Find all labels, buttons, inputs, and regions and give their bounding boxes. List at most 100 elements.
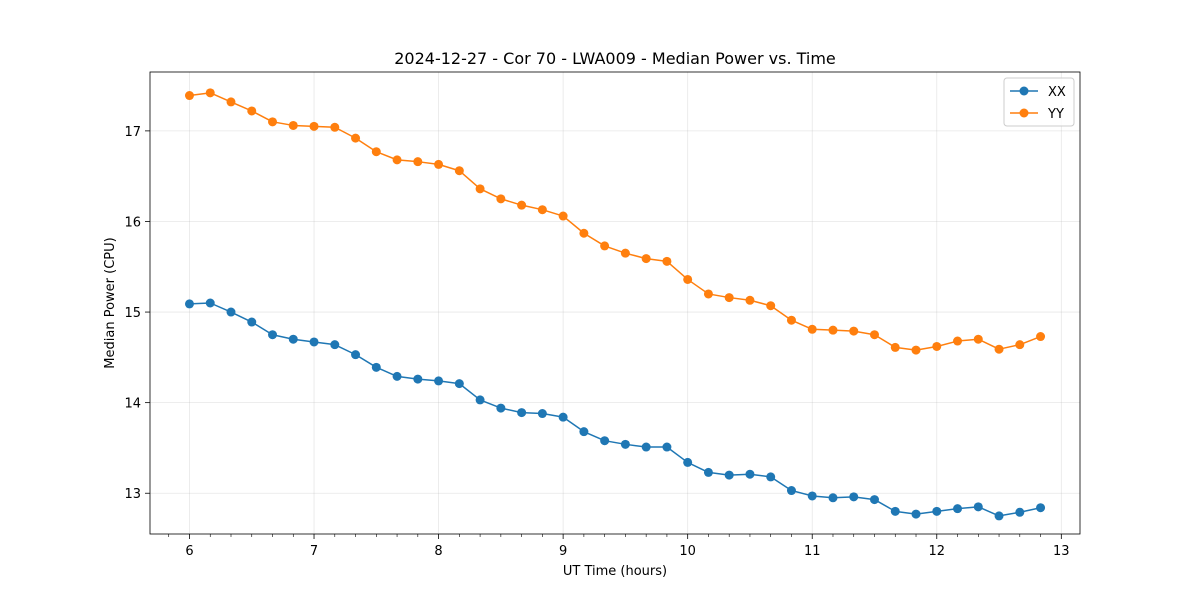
data-point-xx [973,502,983,512]
data-point-xx [226,307,236,317]
x-tick-label: 6 [185,544,193,559]
data-point-xx [932,506,942,516]
data-point-xx [558,412,568,422]
data-point-yy [371,147,381,157]
data-point-xx [911,509,921,519]
data-point-xx [849,492,859,502]
data-point-yy [184,91,194,101]
x-tick-label: 12 [928,544,945,559]
y-axis-label: Median Power (CPU) [103,237,118,368]
data-point-xx [205,298,215,308]
plot-frame [149,71,1081,535]
data-point-yy [351,133,361,143]
data-point-xx [703,467,713,477]
data-point-yy [953,336,963,346]
data-point-xx [1036,503,1046,513]
data-point-xx [330,340,340,350]
data-point-xx [496,403,506,413]
data-point-yy [268,117,278,127]
data-point-yy [724,293,734,303]
data-point-xx [184,299,194,309]
data-point-yy [434,159,444,169]
data-point-yy [288,120,298,130]
data-point-yy [247,106,257,116]
data-point-yy [558,211,568,221]
axes-layer: 6 7 8 9 10 11 12 13 13 14 15 16 17 [124,71,1081,559]
data-point-xx [268,330,278,340]
legend-label-xx: XX [1048,85,1066,100]
data-point-xx [890,506,900,516]
legend-label-yy: YY [1047,107,1064,122]
x-axis-label: UT Time (hours) [563,564,667,579]
chart-title: 2024-12-27 - Cor 70 - LWA009 - Median Po… [394,49,836,68]
data-point-yy [807,324,817,334]
data-point-yy [869,330,879,340]
data-point-yy [413,157,423,167]
data-point-xx [953,504,963,514]
data-point-yy [517,200,527,210]
x-tick-label: 7 [310,544,318,559]
data-point-yy [330,122,340,132]
data-point-yy [600,241,610,251]
data-point-xx [828,493,838,503]
data-point-yy [205,88,215,98]
x-tick-label: 10 [679,544,696,559]
y-tick-label: 17 [124,125,141,140]
data-point-yy [828,325,838,335]
data-point-yy [932,341,942,351]
y-tick-label: 15 [124,306,141,321]
data-point-yy [973,334,983,344]
data-point-xx [683,457,693,467]
data-point-yy [745,295,755,305]
data-point-xx [1015,507,1025,517]
data-point-yy [454,166,464,176]
data-point-xx [351,350,361,360]
data-point-xx [745,469,755,479]
data-point-xx [537,409,547,419]
data-point-xx [517,408,527,418]
data-point-xx [766,472,776,482]
data-point-xx [786,486,796,496]
data-point-yy [703,289,713,299]
series-layer [184,88,1046,521]
data-point-xx [994,511,1004,521]
data-point-yy [496,194,506,204]
data-point-xx [662,442,672,452]
y-tick-label: 16 [124,215,141,230]
y-tick-label: 13 [124,487,141,502]
data-point-xx [475,395,485,405]
data-point-yy [309,121,319,131]
data-point-yy [537,205,547,215]
data-point-xx [579,427,589,437]
legend-marker-yy [1019,108,1029,118]
legend-marker-xx [1019,86,1029,96]
data-point-xx [620,439,630,449]
data-point-xx [392,371,402,381]
data-point-yy [911,345,921,355]
data-point-yy [766,301,776,311]
data-point-xx [724,470,734,480]
data-point-xx [288,334,298,344]
data-point-xx [371,362,381,372]
data-point-yy [849,326,859,336]
x-tick-label: 9 [559,544,567,559]
data-point-yy [662,256,672,266]
data-point-xx [413,374,423,384]
y-tick-label: 14 [124,397,141,412]
data-point-yy [392,155,402,165]
data-point-xx [309,337,319,347]
data-point-yy [890,342,900,352]
data-point-yy [683,274,693,284]
x-tick-label: 11 [804,544,821,559]
data-point-xx [869,495,879,505]
data-point-yy [786,315,796,325]
data-point-xx [807,491,817,501]
data-point-yy [1036,332,1046,342]
x-tick-label: 13 [1053,544,1070,559]
data-point-yy [994,344,1004,354]
data-point-yy [226,97,236,107]
data-point-xx [454,379,464,389]
data-point-yy [475,184,485,194]
grid-layer [150,72,1080,534]
legend: XX YY [1003,77,1075,127]
